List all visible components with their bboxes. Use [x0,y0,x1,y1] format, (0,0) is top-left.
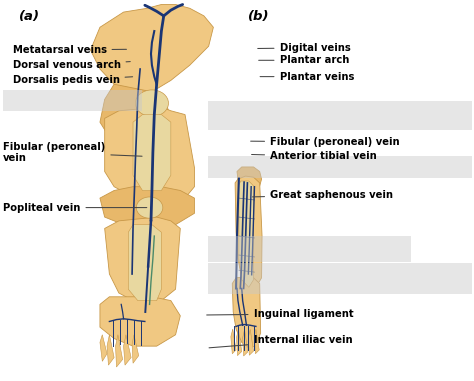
Polygon shape [239,181,254,287]
Text: (b): (b) [247,10,269,23]
FancyBboxPatch shape [208,236,411,262]
Polygon shape [91,5,213,99]
Text: Plantar veins: Plantar veins [260,72,354,82]
FancyBboxPatch shape [208,263,473,294]
Polygon shape [100,297,180,346]
Circle shape [137,197,163,218]
Text: Digital veins: Digital veins [258,43,350,53]
Polygon shape [107,335,114,365]
Text: Plantar arch: Plantar arch [259,55,349,65]
Text: Great saphenous vein: Great saphenous vein [253,190,393,200]
FancyBboxPatch shape [208,101,473,130]
Polygon shape [124,335,131,365]
Polygon shape [243,330,248,356]
Text: Dorsalis pedis vein: Dorsalis pedis vein [12,75,133,85]
Text: Popliteal vein: Popliteal vein [3,203,147,213]
FancyBboxPatch shape [208,156,473,178]
Text: Internal iliac vein: Internal iliac vein [209,335,352,348]
Polygon shape [237,167,262,187]
Polygon shape [100,335,107,361]
Text: Inguinal ligament: Inguinal ligament [207,309,353,319]
Text: Fibular (peroneal)
vein: Fibular (peroneal) vein [3,142,142,163]
Polygon shape [116,335,123,367]
Polygon shape [100,187,194,229]
FancyBboxPatch shape [3,90,143,111]
Text: Anterior tibial vein: Anterior tibial vein [252,151,377,161]
Polygon shape [232,277,261,348]
Text: Fibular (peroneal) vein: Fibular (peroneal) vein [251,137,400,147]
Text: Metatarsal veins: Metatarsal veins [12,45,127,55]
Polygon shape [105,107,194,198]
Polygon shape [133,115,171,190]
Polygon shape [248,330,254,355]
Polygon shape [128,225,161,301]
Polygon shape [105,217,180,304]
Text: (a): (a) [18,10,39,23]
Polygon shape [237,329,242,355]
Polygon shape [255,329,259,354]
Polygon shape [132,335,139,363]
Polygon shape [235,176,262,287]
Circle shape [136,90,168,117]
Polygon shape [100,84,171,141]
Text: Dorsal venous arch: Dorsal venous arch [12,60,130,70]
Polygon shape [231,329,236,354]
